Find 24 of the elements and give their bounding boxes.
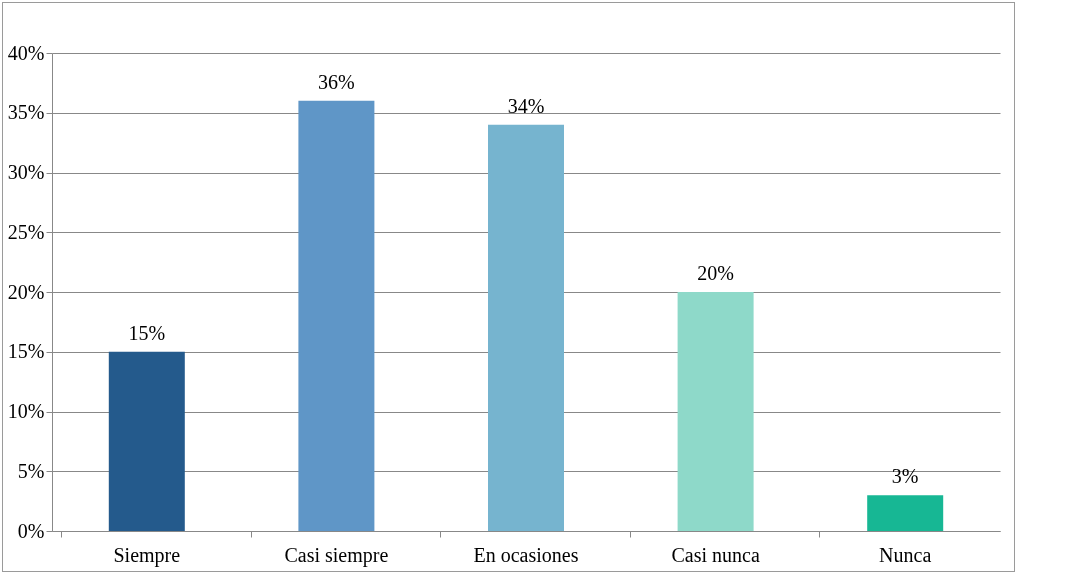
data-label: 3%: [891, 465, 919, 488]
y-tick-label: 35%: [7, 101, 45, 124]
bar: [108, 351, 185, 531]
y-tick-label: 20%: [7, 280, 45, 303]
data-label: 36%: [318, 70, 355, 93]
data-label: 34%: [507, 94, 545, 117]
y-tick-label: 10%: [7, 400, 45, 422]
y-tick-label: 40%: [7, 41, 45, 64]
y-tick-label: 30%: [7, 161, 45, 183]
x-tick-label: Siempre: [113, 543, 181, 567]
y-tick-label: 5%: [17, 459, 45, 482]
x-tick-label: Nunca: [879, 543, 932, 566]
y-tick-label: 25%: [7, 220, 45, 243]
bar: [677, 292, 754, 531]
x-tick-label: En ocasiones: [473, 543, 579, 566]
y-tick-label: 15%: [7, 340, 45, 363]
bar: [488, 124, 564, 531]
data-label: 20%: [697, 262, 734, 284]
data-label: 15%: [128, 321, 166, 344]
y-tick-label: 0%: [17, 519, 45, 542]
x-tick-label: Casi siempre: [284, 543, 389, 567]
bar: [867, 495, 944, 531]
bar: [298, 100, 375, 531]
x-tick-label: Casi nunca: [671, 543, 760, 566]
